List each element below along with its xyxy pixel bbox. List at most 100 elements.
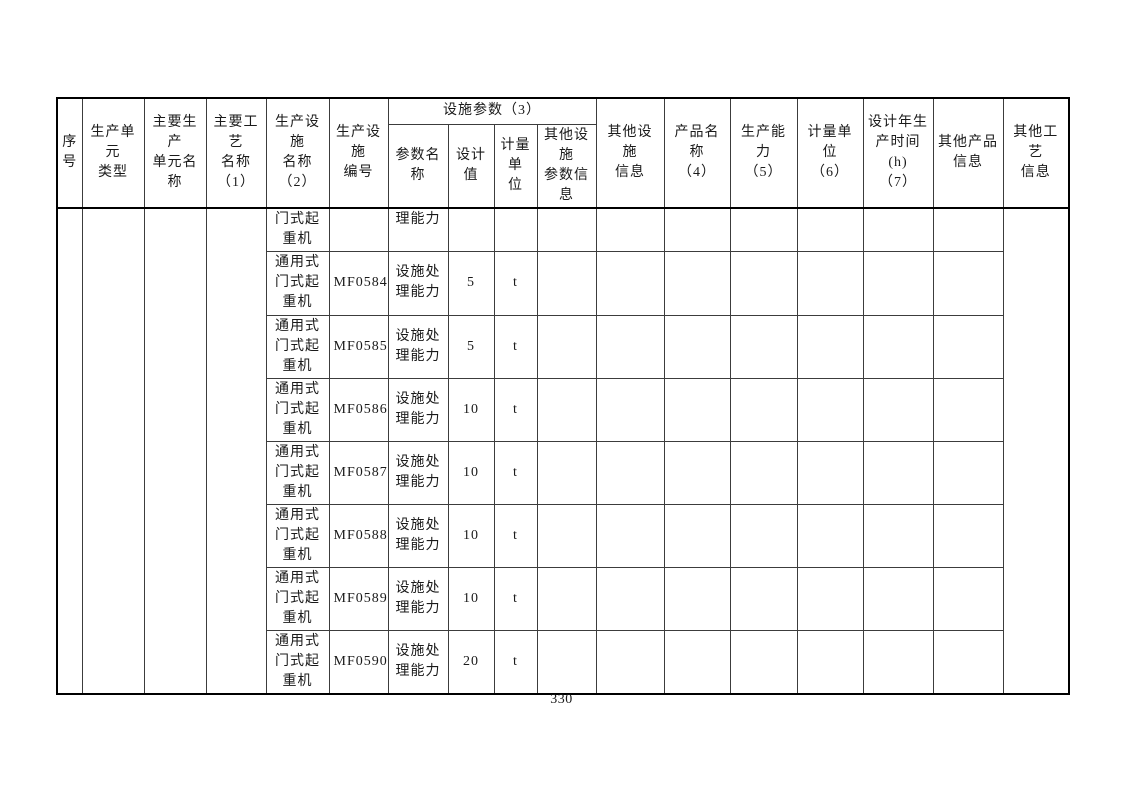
header-design-annual-time: 设计年生 产时间(h) （7） xyxy=(862,97,934,209)
cell-design-annual-time xyxy=(862,629,934,695)
cell-design-annual-time xyxy=(862,440,934,505)
cell-product-name xyxy=(663,207,731,252)
cell-capacity-unit xyxy=(796,207,864,252)
cell-unit-type-merged xyxy=(81,207,145,695)
cell-facility-code: MF0587 xyxy=(328,440,389,505)
cell-other-process-info-merged xyxy=(1002,207,1070,695)
cell-design-annual-time xyxy=(862,250,934,316)
cell-param-name: 设施处 理能力 xyxy=(387,503,449,568)
cell-other-product-info xyxy=(932,503,1004,568)
cell-other-facility-info xyxy=(595,250,665,316)
cell-other-param-info xyxy=(536,250,597,316)
cell-other-param-info xyxy=(536,503,597,568)
cell-param-name: 设施处 理能力 xyxy=(387,566,449,631)
cell-capacity-unit xyxy=(796,377,864,442)
cell-other-param-info xyxy=(536,207,597,252)
cell-param-name: 设施处 理能力 xyxy=(387,377,449,442)
cell-facility-name: 通用式 门式起 重机 xyxy=(265,566,330,631)
header-main-unit-name: 主要生产 单元名称 xyxy=(143,97,207,209)
header-facility-name: 生产设施 名称（2） xyxy=(265,97,330,209)
cell-facility-code xyxy=(328,207,389,252)
cell-param-name: 设施处 理能力 xyxy=(387,314,449,379)
cell-other-param-info xyxy=(536,314,597,379)
header-unit-type: 生产单元 类型 xyxy=(81,97,145,209)
cell-design-annual-time xyxy=(862,566,934,631)
cell-facility-code: MF0584 xyxy=(328,250,389,316)
cell-design-annual-time xyxy=(862,503,934,568)
cell-process-name-merged xyxy=(205,207,267,695)
cell-other-facility-info xyxy=(595,440,665,505)
table-row: 通用式 门式起 重机 MF0588 设施处 理能力 10 t xyxy=(57,503,1069,568)
cell-facility-name: 通用式 门式起 重机 xyxy=(265,377,330,442)
cell-param-unit xyxy=(493,207,538,252)
cell-other-product-info xyxy=(932,377,1004,442)
cell-capacity-unit xyxy=(796,566,864,631)
cell-other-facility-info xyxy=(595,377,665,442)
cell-facility-name: 门式起 重机 xyxy=(265,207,330,252)
header-facility-params-group: 设施参数（3） xyxy=(387,97,597,125)
cell-other-product-info xyxy=(932,629,1004,695)
cell-capacity xyxy=(729,314,798,379)
cell-other-facility-info xyxy=(595,566,665,631)
cell-other-facility-info xyxy=(595,629,665,695)
cell-design-value: 10 xyxy=(447,503,495,568)
cell-design-value xyxy=(447,207,495,252)
cell-main-unit-name-merged xyxy=(143,207,207,695)
cell-capacity xyxy=(729,566,798,631)
header-other-param-info: 其他设施 参数信息 xyxy=(536,123,597,209)
header-other-product-info: 其他产品 信息 xyxy=(932,97,1004,209)
cell-design-annual-time xyxy=(862,314,934,379)
table-header: 序 号 生产单元 类型 主要生产 单元名称 主要工艺 名称（1） 生产设施 名称… xyxy=(56,97,1070,209)
header-process-name: 主要工艺 名称（1） xyxy=(205,97,267,209)
header-capacity-unit: 计量单位 （6） xyxy=(796,97,864,209)
facility-parameters-table: 序 号 生产单元 类型 主要生产 单元名称 主要工艺 名称（1） 生产设施 名称… xyxy=(56,97,1070,695)
cell-capacity xyxy=(729,503,798,568)
cell-facility-name: 通用式 门式起 重机 xyxy=(265,250,330,316)
cell-param-name: 设施处 理能力 xyxy=(387,440,449,505)
table-body: 门式起 重机 理能力 通用式 门式起 重机 MF0584 设施处 理能力 5 xyxy=(56,207,1070,695)
header-param-name: 参数名称 xyxy=(387,123,449,209)
cell-other-facility-info xyxy=(595,314,665,379)
cell-param-unit: t xyxy=(493,566,538,631)
cell-product-name xyxy=(663,503,731,568)
cell-capacity-unit xyxy=(796,503,864,568)
header-capacity: 生产能力 （5） xyxy=(729,97,798,209)
cell-other-product-info xyxy=(932,250,1004,316)
cell-design-annual-time xyxy=(862,377,934,442)
cell-other-product-info xyxy=(932,314,1004,379)
cell-capacity-unit xyxy=(796,250,864,316)
cell-param-name: 设施处 理能力 xyxy=(387,250,449,316)
cell-param-unit: t xyxy=(493,440,538,505)
cell-facility-name: 通用式 门式起 重机 xyxy=(265,440,330,505)
cell-design-value: 10 xyxy=(447,377,495,442)
header-param-unit: 计量单 位 xyxy=(493,123,538,209)
cell-param-unit: t xyxy=(493,314,538,379)
cell-facility-code: MF0589 xyxy=(328,566,389,631)
cell-capacity-unit xyxy=(796,629,864,695)
cell-capacity xyxy=(729,250,798,316)
cell-capacity xyxy=(729,207,798,252)
cell-design-annual-time xyxy=(862,207,934,252)
cell-seq-merged xyxy=(56,207,83,695)
cell-param-unit: t xyxy=(493,377,538,442)
cell-param-unit: t xyxy=(493,629,538,695)
cell-other-product-info xyxy=(932,440,1004,505)
cell-product-name xyxy=(663,250,731,316)
table-row: 通用式 门式起 重机 MF0584 设施处 理能力 5 t xyxy=(57,250,1069,316)
cell-other-facility-info xyxy=(595,503,665,568)
table-row: 门式起 重机 理能力 xyxy=(56,207,1070,695)
cell-facility-name: 通用式 门式起 重机 xyxy=(265,503,330,568)
cell-other-param-info xyxy=(536,377,597,442)
header-other-process-info: 其他工艺 信息 xyxy=(1002,97,1070,209)
cell-facility-code: MF0590 xyxy=(328,629,389,695)
cell-param-name: 设施处 理能力 xyxy=(387,629,449,695)
cell-design-value: 20 xyxy=(447,629,495,695)
cell-other-facility-info xyxy=(595,207,665,252)
cell-facility-code: MF0585 xyxy=(328,314,389,379)
cell-product-name xyxy=(663,440,731,505)
cell-product-name xyxy=(663,314,731,379)
table-row: 通用式 门式起 重机 MF0589 设施处 理能力 10 t xyxy=(57,566,1069,631)
cell-param-unit: t xyxy=(493,250,538,316)
header-product-name: 产品名称 （4） xyxy=(663,97,731,209)
